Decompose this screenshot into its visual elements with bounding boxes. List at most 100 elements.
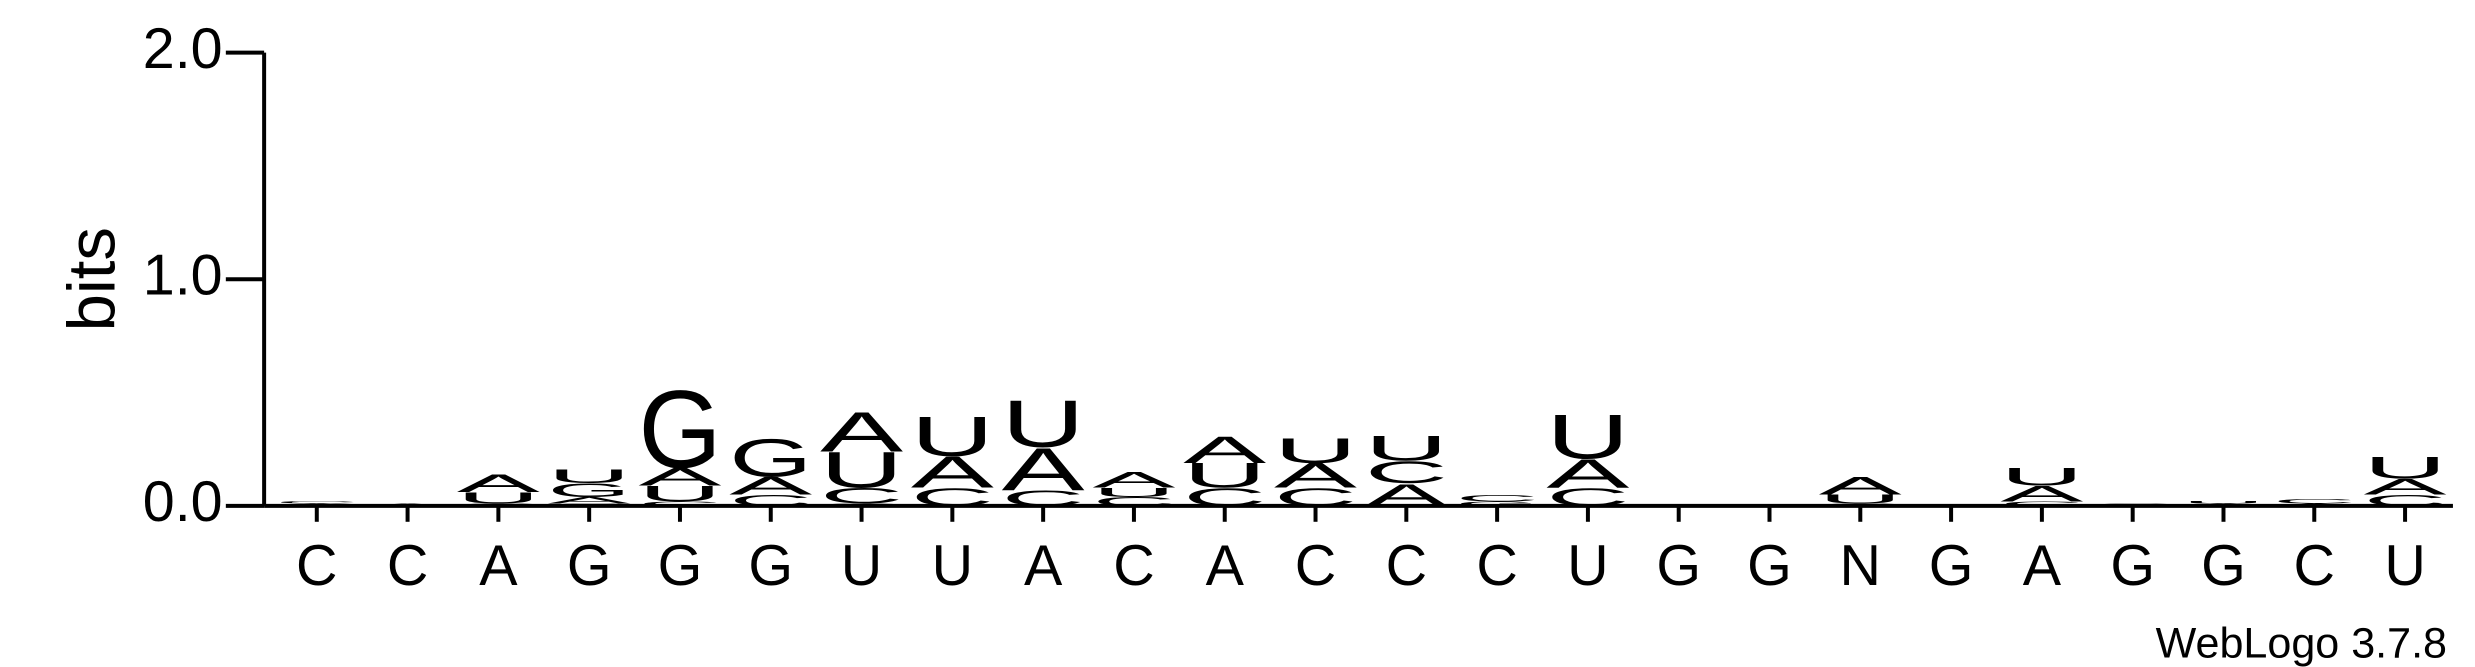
letter: G: [1456, 500, 1539, 507]
letter: G: [820, 503, 903, 507]
letter-group: U: [1365, 429, 1448, 468]
letter-group: U: [911, 405, 994, 468]
letter: A: [2364, 475, 2447, 500]
letter: U: [911, 405, 994, 468]
letter: C: [1002, 486, 1085, 511]
letter-group: C: [2364, 492, 2447, 510]
letter-group: C: [548, 503, 631, 507]
letter: C: [275, 501, 358, 505]
letter: U: [1002, 387, 1085, 461]
letter: C: [1819, 503, 1902, 507]
letter-group: A: [638, 463, 721, 491]
letter-group: A: [2182, 503, 2266, 507]
letter-group: C: [1365, 455, 1448, 490]
letter-group: U: [1002, 387, 1085, 461]
x-tick-label: G: [748, 534, 793, 598]
letter-group: C: [1092, 494, 1175, 508]
letter-group: C: [1819, 503, 1902, 507]
letter: C: [2000, 500, 2083, 507]
y-tick-label: 0.0: [143, 470, 223, 534]
letter: C: [548, 503, 631, 507]
letter: G: [548, 480, 631, 501]
letter-group: U: [2364, 450, 2447, 485]
letter: C: [1456, 493, 1539, 504]
letter-group: A: [457, 470, 540, 498]
letter: U: [1274, 431, 1357, 470]
letter-group: U: [457, 489, 540, 507]
letter-group: G: [1456, 500, 1539, 507]
x-tick-label: C: [387, 534, 428, 598]
letter-group: U: [638, 481, 721, 506]
x-tick-label: G: [1929, 534, 1974, 598]
letter-group: A: [1002, 436, 1086, 503]
x-tick-label: U: [2384, 534, 2425, 598]
letter: U: [2364, 450, 2447, 485]
letter: C: [1365, 455, 1448, 490]
letter: C: [457, 503, 540, 507]
letter-group: A: [366, 503, 450, 507]
letter-group: U: [1274, 431, 1357, 470]
letter-group: A: [911, 448, 994, 498]
letter: A: [729, 472, 812, 500]
x-tick-label: A: [1206, 534, 1245, 598]
letter: U: [457, 489, 540, 507]
x-tick-label: C: [1295, 534, 1336, 598]
letter: U: [548, 466, 631, 487]
letter: C: [1274, 483, 1357, 511]
letter: U: [1365, 429, 1448, 468]
letter: C: [1092, 494, 1175, 508]
letter: U: [1819, 492, 1902, 506]
letter-group: U: [1183, 456, 1266, 495]
letter-group: C: [911, 483, 994, 511]
letter-group: A: [1183, 428, 1267, 471]
letter: A: [366, 503, 450, 507]
letter: A: [1183, 428, 1267, 471]
x-tick-label: A: [2023, 534, 2062, 598]
letter: U: [2182, 501, 2265, 505]
x-tick-label: C: [296, 534, 337, 598]
letter-group: U: [548, 466, 631, 487]
letter-group: U: [2000, 463, 2083, 491]
letter-group: A: [2364, 475, 2447, 500]
letter-group: C: [2091, 503, 2174, 507]
letter-group: G: [638, 368, 721, 491]
letter: A: [638, 463, 721, 491]
letter-group: A: [2000, 481, 2083, 506]
letter: A: [1002, 436, 1086, 503]
letter-group: G: [548, 480, 631, 501]
x-tick-label: G: [2201, 534, 2246, 598]
letter-group: A: [820, 401, 903, 464]
x-tick-label: G: [658, 534, 703, 598]
footer: WebLogo 3.7.8: [2156, 619, 2447, 667]
letter: U: [820, 442, 903, 498]
letter: C: [729, 492, 812, 510]
letter-group: A: [2273, 503, 2357, 507]
letter: A: [2182, 503, 2266, 507]
letter: A: [2000, 481, 2083, 506]
y-axis-label: bits: [54, 227, 129, 331]
letter-group: A: [1819, 472, 1902, 500]
x-tick-label: A: [479, 534, 518, 598]
x-tick-label: C: [1476, 534, 1517, 598]
letter-group: U: [1092, 485, 1175, 499]
letter: A: [548, 495, 632, 506]
letter: G: [729, 428, 812, 488]
letter-group: C: [2273, 498, 2356, 505]
letter-group: U: [1819, 492, 1902, 506]
letter-group: C: [1183, 483, 1266, 511]
letter: A: [1546, 451, 1629, 497]
letter-group: A: [548, 495, 632, 506]
letter: U: [1183, 456, 1266, 495]
x-tick-label: U: [1567, 534, 1608, 598]
letter-group: G: [729, 428, 812, 488]
letter: U: [1092, 485, 1175, 499]
letter: C: [1546, 483, 1629, 511]
letter: A: [457, 470, 540, 498]
y-tick-label: 1.0: [143, 243, 223, 307]
letter-group: C: [1002, 486, 1085, 511]
letter: C: [638, 500, 721, 507]
letter: C: [1183, 483, 1266, 511]
letter: U: [2000, 463, 2083, 491]
letter-group: A: [1274, 456, 1357, 495]
